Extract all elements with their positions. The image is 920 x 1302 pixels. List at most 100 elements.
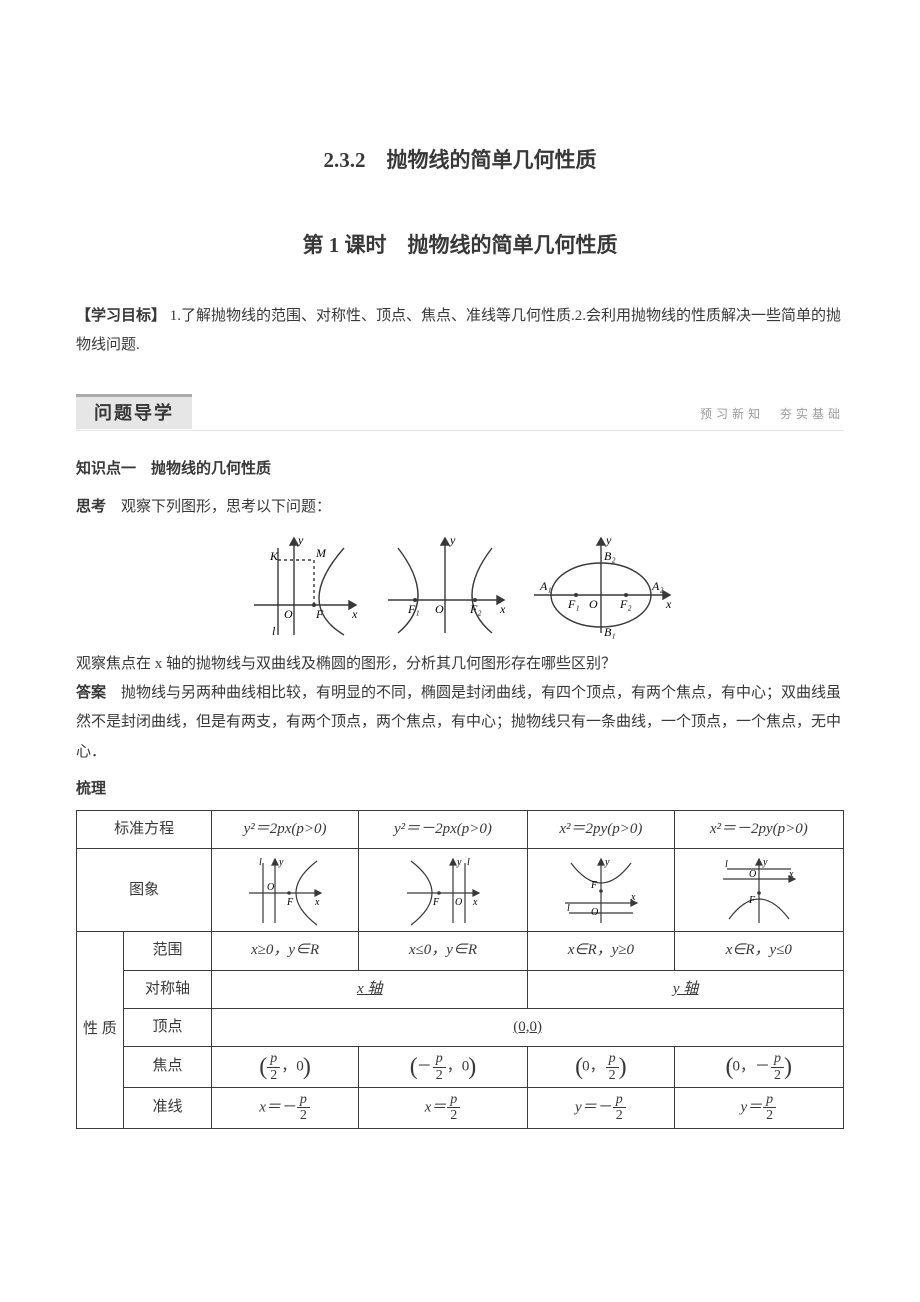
- axis-x-cell: x 轴: [212, 970, 528, 1008]
- hy-F2: F₂: [469, 602, 482, 616]
- row-properties: 性 质: [77, 932, 124, 1128]
- fig-y: y: [297, 533, 304, 547]
- row-focus: 焦点: [123, 1047, 212, 1088]
- table-row: 性 质 范围 x≥0，y∈R x≤0，y∈R x∈R，y≥0 x∈R，y≤0: [77, 932, 844, 970]
- thumb-1: l y O F x: [212, 849, 358, 932]
- row-directrix: 准线: [123, 1087, 212, 1128]
- el-F2: F₂: [619, 597, 632, 611]
- c4-range: x∈R，y≤0: [674, 932, 843, 970]
- c3-dir: y＝－p2: [528, 1087, 674, 1128]
- el-B1: B₁: [604, 625, 616, 639]
- answer-text: 抛物线与另两种曲线相比较，有明显的不同，椭圆是封闭曲线，有四个顶点，有两个焦点，…: [76, 685, 841, 760]
- thumb-4: l y O F x: [674, 849, 843, 932]
- figure-hyperbola: y x O F₁ F₂: [380, 530, 510, 640]
- c1-range: x≥0，y∈R: [212, 932, 358, 970]
- row-axis: 对称轴: [123, 970, 212, 1008]
- vertex-cell: (0,0): [212, 1008, 844, 1046]
- c1-dir: x＝－p2: [212, 1087, 358, 1128]
- c4-dir: y＝p2: [674, 1087, 843, 1128]
- t4-O: O: [749, 869, 756, 880]
- section-header-tab: 问题导学: [76, 394, 192, 429]
- c2-std: y²＝－2px(p>0): [358, 811, 527, 849]
- table-row: 准线 x＝－p2 x＝p2 y＝－p2 y＝p2: [77, 1087, 844, 1128]
- el-O: O: [589, 597, 598, 611]
- fig-M: M: [315, 546, 327, 560]
- properties-table: 标准方程 y²＝2px(p>0) y²＝－2px(p>0) x²＝2py(p>0…: [76, 810, 844, 1129]
- row-image: 图象: [77, 849, 212, 932]
- el-y: y: [605, 533, 612, 547]
- t3-F: F: [590, 880, 598, 891]
- t1-O: O: [267, 882, 274, 893]
- c3-range: x∈R，y≥0: [528, 932, 674, 970]
- t1-y: y: [278, 857, 284, 868]
- thumb-2: l y O F x: [358, 849, 527, 932]
- fig-F: F: [315, 607, 324, 621]
- hy-y: y: [449, 533, 456, 547]
- t1-F: F: [286, 897, 294, 908]
- hy-O: O: [435, 602, 444, 616]
- t3-l: l: [567, 903, 570, 914]
- t3-O: O: [591, 907, 598, 918]
- c4-focus: (0，－p2): [674, 1047, 843, 1088]
- figure-row: K M y x O F l y x O F₁ F₂: [76, 530, 844, 640]
- t2-l: l: [467, 857, 470, 868]
- row-range: 范围: [123, 932, 212, 970]
- section-header-kicker: 预习新知 夯实基础: [700, 403, 844, 426]
- table-row: 对称轴 x 轴 y 轴: [77, 970, 844, 1008]
- section-header: 问题导学 预习新知 夯实基础: [76, 394, 844, 431]
- answer-label: 答案: [76, 685, 106, 701]
- row-stdform: 标准方程: [77, 811, 212, 849]
- el-B2: B₂: [604, 549, 616, 563]
- axis-y-cell: y 轴: [528, 970, 844, 1008]
- row-vertex: 顶点: [123, 1008, 212, 1046]
- objective-label: 【学习目标】: [76, 308, 166, 324]
- c1-focus: (p2，0): [212, 1047, 358, 1088]
- c3-std: x²＝2py(p>0): [528, 811, 674, 849]
- fig-x: x: [351, 607, 358, 621]
- table-row: 标准方程 y²＝2px(p>0) y²＝－2px(p>0) x²＝2py(p>0…: [77, 811, 844, 849]
- t2-x: x: [472, 897, 478, 908]
- el-F1: F₁: [567, 597, 580, 611]
- page-main-title: 2.3.2 抛物线的简单几何性质: [76, 140, 844, 181]
- el-A2: A₂: [651, 579, 664, 593]
- comb-label: 梳理: [76, 775, 844, 804]
- t1-x: x: [314, 897, 320, 908]
- t4-x: x: [788, 869, 794, 880]
- t2-F: F: [432, 897, 440, 908]
- page-subtitle: 第 1 课时 抛物线的简单几何性质: [76, 225, 844, 266]
- t1-l: l: [259, 857, 262, 868]
- think-prompt: 思考 观察下列图形，思考以下问题：: [76, 493, 844, 522]
- figure-parabola: K M y x O F l: [244, 530, 364, 640]
- c2-range: x≤0，y∈R: [358, 932, 527, 970]
- t3-x: x: [630, 892, 636, 903]
- t4-l: l: [725, 859, 728, 870]
- c3-focus: (0，p2): [528, 1047, 674, 1088]
- table-row: 焦点 (p2，0) (－p2，0) (0，p2) (0，－p2): [77, 1047, 844, 1088]
- answer-block: 答案 抛物线与另两种曲线相比较，有明显的不同，椭圆是封闭曲线，有四个顶点，有两个…: [76, 679, 844, 767]
- think-label: 思考: [76, 499, 106, 515]
- el-A1: A₁: [539, 579, 552, 593]
- fig-K: K: [269, 549, 279, 563]
- table-row: 顶点 (0,0): [77, 1008, 844, 1046]
- t4-F: F: [748, 895, 756, 906]
- c2-dir: x＝p2: [358, 1087, 527, 1128]
- c1-std: y²＝2px(p>0): [212, 811, 358, 849]
- fig-O: O: [284, 607, 293, 621]
- t3-y: y: [604, 857, 610, 868]
- learning-objective: 【学习目标】 1.了解抛物线的范围、对称性、顶点、焦点、准线等几何性质.2.会利…: [76, 302, 844, 361]
- think-text: 观察下列图形，思考以下问题：: [121, 499, 331, 515]
- c2-focus: (－p2，0): [358, 1047, 527, 1088]
- knowledge-point-1-title: 知识点一 抛物线的几何性质: [76, 455, 844, 484]
- question-text: 观察焦点在 x 轴的抛物线与双曲线及椭圆的图形，分析其几何图形存在哪些区别？: [76, 650, 844, 679]
- t4-y: y: [762, 857, 768, 868]
- objective-text: 1.了解抛物线的范围、对称性、顶点、焦点、准线等几何性质.2.会利用抛物线的性质…: [76, 308, 841, 353]
- fig-l: l: [272, 624, 276, 638]
- figure-ellipse: y x O F₁ F₂ A₁ A₂ B₂ B₁: [526, 530, 676, 640]
- hy-x: x: [499, 602, 506, 616]
- t2-y: y: [456, 857, 462, 868]
- t2-O: O: [455, 897, 462, 908]
- el-x: x: [665, 597, 672, 611]
- thumb-3: l y F O x: [528, 849, 674, 932]
- table-row: 图象 l y O F x: [77, 849, 844, 932]
- c4-std: x²＝－2py(p>0): [674, 811, 843, 849]
